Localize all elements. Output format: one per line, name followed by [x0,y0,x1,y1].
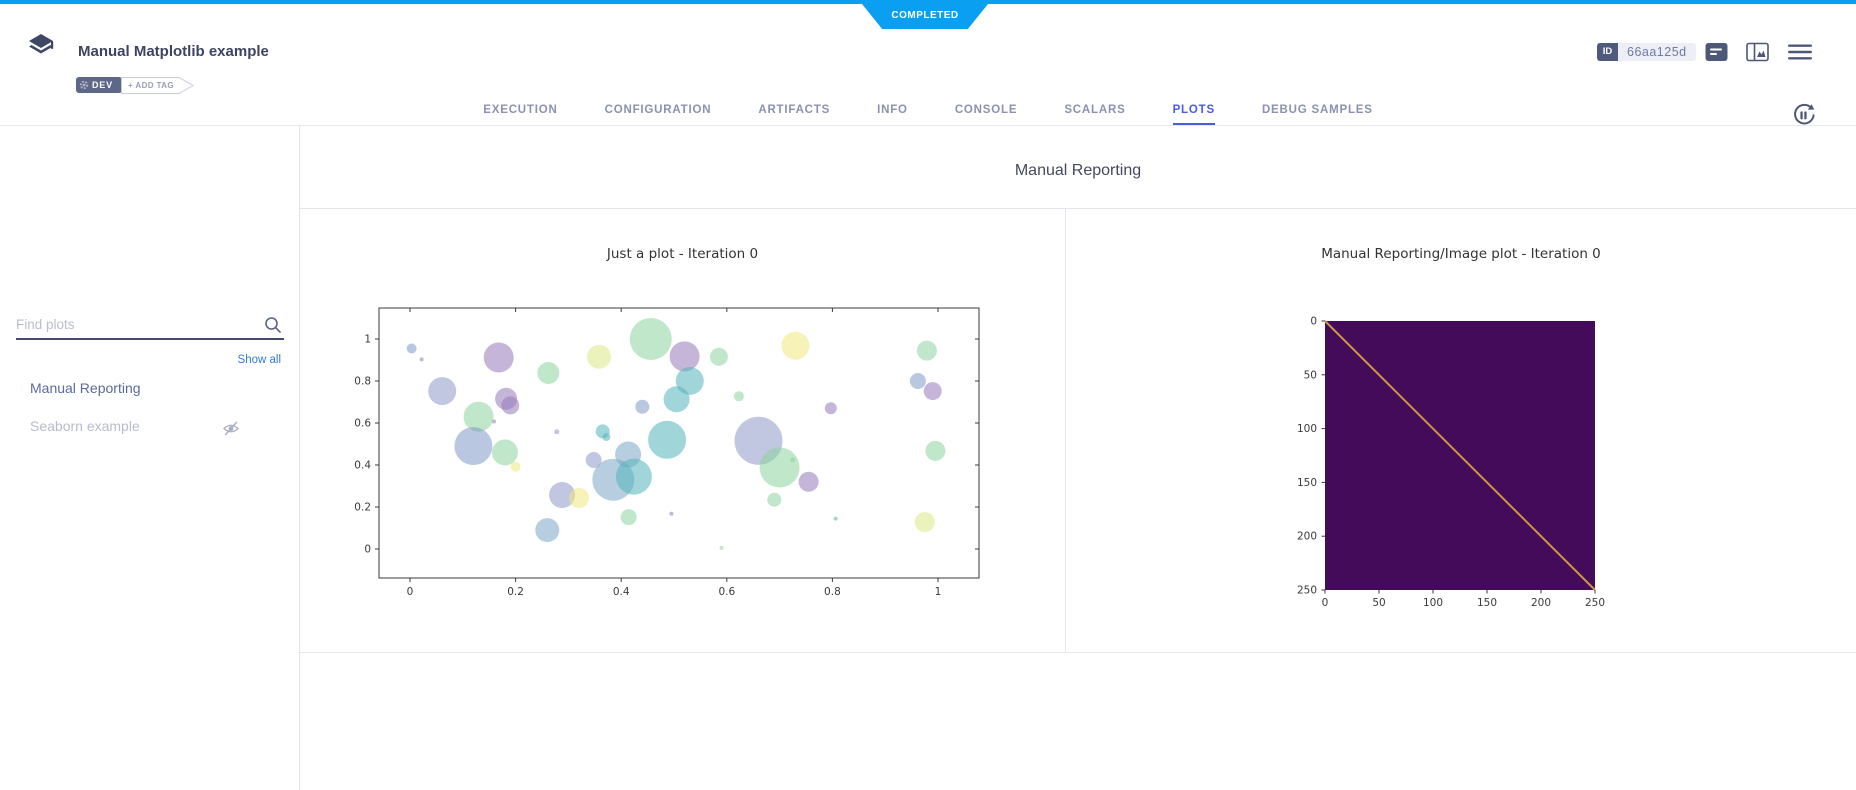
comment-icon [1705,43,1728,61]
svg-text:1: 1 [935,586,942,598]
main-menu-button[interactable] [1788,44,1812,65]
page-title: Manual Matplotlib example [78,43,269,60]
show-all-link[interactable]: Show all [237,354,281,366]
sidebar-item-seaborn-example[interactable]: Seaborn example [30,418,140,434]
tab-plots[interactable]: PLOTS [1172,104,1215,126]
tab-debug-samples[interactable]: DEBUG SAMPLES [1261,104,1373,116]
plots-sidebar: Show all Manual Reporting Seaborn exampl… [0,126,300,790]
svg-text:100: 100 [1297,423,1317,435]
add-tag-button[interactable]: + ADD TAG [121,77,195,94]
tab-scalars[interactable]: SCALARS [1064,104,1126,116]
tab-configuration[interactable]: CONFIGURATION [604,104,712,116]
system-tag-icon [79,80,89,90]
svg-text:0.4: 0.4 [354,460,371,472]
image-plot-canvas[interactable]: 0 50 100 150 200 250 0 50 100 150 200 250 [1271,300,1651,630]
status-ribbon-label: COMPLETED [891,10,959,21]
tag-dev: DEV [76,77,122,93]
svg-text:250: 250 [1585,597,1605,609]
search-input[interactable] [16,312,254,336]
svg-text:0.2: 0.2 [507,586,524,598]
svg-text:200: 200 [1297,531,1317,543]
cards-vertical-divider [1065,208,1066,652]
auto-refresh-button[interactable] [1790,102,1817,134]
plot-card-scatter: Just a plot - Iteration 0 0 0.2 0.4 0.6 0.8 1… [300,208,1065,652]
scatter-plot-canvas[interactable]: 0 0.2 0.4 0.6 0.8 1 0 0.2 0.4 0.6 0.8 1 [340,288,1020,608]
hamburger-icon [1788,44,1812,60]
cards-top-divider [300,208,1856,209]
svg-text:0.8: 0.8 [824,586,841,598]
svg-text:0.8: 0.8 [354,376,371,388]
tab-info[interactable]: INFO [877,104,908,116]
image-plot-title: Manual Reporting/Image plot - Iteration … [1321,246,1601,262]
search-icon [265,317,281,333]
status-ribbon: COMPLETED [862,4,988,29]
add-tag-label: + ADD TAG [128,81,174,90]
svg-text:1: 1 [364,334,371,346]
split-view-button[interactable] [1746,42,1769,67]
svg-text:0.4: 0.4 [613,586,630,598]
svg-text:0: 0 [1322,597,1329,609]
svg-text:50: 50 [1372,597,1385,609]
tab-execution[interactable]: EXECUTION [483,104,558,116]
svg-text:0: 0 [1310,316,1317,328]
panel-chart-icon [1746,42,1769,62]
svg-text:150: 150 [1477,597,1497,609]
svg-text:0.2: 0.2 [354,502,371,514]
auto-refresh-icon [1794,103,1815,125]
search-box [16,312,284,340]
sidebar-item-manual-reporting[interactable]: Manual Reporting [30,380,141,396]
svg-text:0.6: 0.6 [354,418,371,430]
svg-text:0: 0 [407,586,414,598]
experiment-id-value: 66aa125d [1618,43,1696,61]
scatter-plot-title: Just a plot - Iteration 0 [606,246,759,262]
experiment-type-icon [27,32,55,65]
header-divider [0,125,1856,126]
svg-text:0.6: 0.6 [718,586,735,598]
toggle-visibility-button[interactable] [222,420,240,442]
tag-dev-label: DEV [92,80,113,90]
tab-console[interactable]: CONSOLE [954,104,1018,116]
svg-text:50: 50 [1304,369,1317,381]
section-title: Manual Reporting [1014,162,1142,179]
tab-artifacts[interactable]: ARTIFACTS [758,104,831,116]
svg-text:100: 100 [1423,597,1443,609]
experiment-tabs: EXECUTION CONFIGURATION ARTIFACTS INFO C… [0,104,1856,126]
id-badge: ID [1597,43,1618,61]
details-panel-button[interactable] [1705,42,1728,67]
svg-text:200: 200 [1531,597,1551,609]
eye-off-icon [223,421,239,436]
svg-text:250: 250 [1297,585,1317,597]
svg-text:150: 150 [1297,477,1317,489]
svg-text:0: 0 [364,544,371,556]
status-bar [0,0,1856,4]
cards-bottom-divider [300,652,1856,653]
plot-card-image: Manual Reporting/Image plot - Iteration … [1066,208,1856,652]
